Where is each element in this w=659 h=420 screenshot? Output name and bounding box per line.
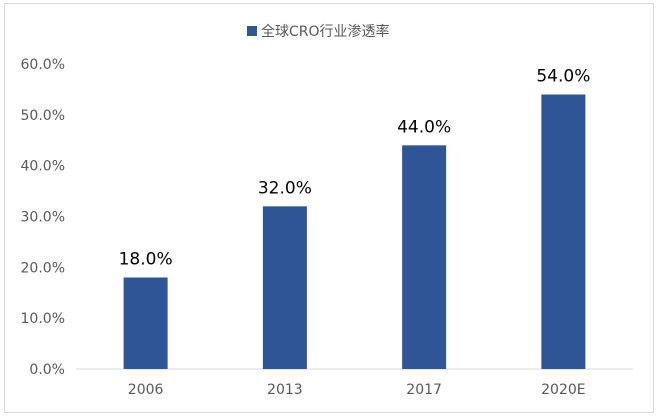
data-label: 54.0% — [536, 67, 590, 87]
y-tick-label: 60.0% — [21, 57, 65, 73]
x-axis: 2006 2013 2017 2020E — [128, 382, 586, 398]
y-tick-label: 40.0% — [21, 159, 65, 175]
legend-label: 全球CRO行业渗透率 — [261, 23, 390, 40]
data-label: 44.0% — [397, 117, 451, 137]
y-tick-label: 30.0% — [21, 210, 65, 226]
y-tick-label: 10.0% — [21, 311, 65, 327]
chart-frame — [4, 3, 654, 413]
bar-2006 — [123, 277, 168, 369]
bar-2017 — [402, 145, 447, 369]
data-label: 18.0% — [119, 250, 173, 270]
x-tick-label: 2017 — [406, 382, 442, 398]
y-tick-label: 50.0% — [21, 108, 65, 124]
y-axis: 0.0% 10.0% 20.0% 30.0% 40.0% 50.0% 60.0% — [21, 57, 65, 378]
data-label: 32.0% — [258, 178, 312, 198]
bar-2020E — [541, 94, 586, 369]
x-tick-label: 2020E — [541, 382, 585, 398]
legend-swatch — [247, 26, 257, 36]
bar-2013 — [262, 206, 307, 369]
x-tick-label: 2013 — [267, 382, 303, 398]
y-tick-label: 0.0% — [29, 362, 65, 378]
y-tick-label: 20.0% — [21, 260, 65, 276]
bars: 18.0% 32.0% 44.0% 54.0% — [119, 67, 590, 369]
legend: 全球CRO行业渗透率 — [247, 23, 390, 40]
x-tick-label: 2006 — [128, 382, 164, 398]
